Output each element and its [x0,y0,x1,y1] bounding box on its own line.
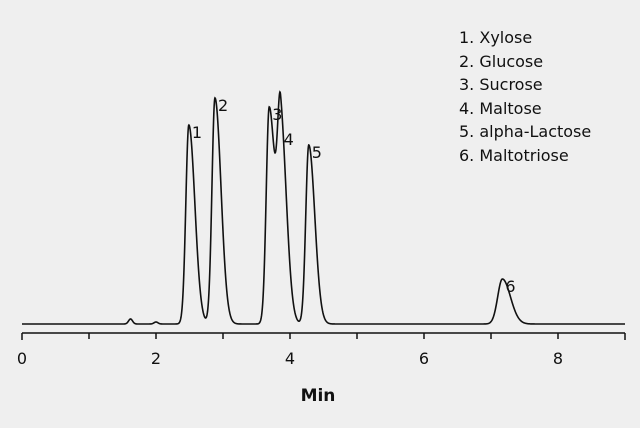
legend-item-glucose: 2. Glucose [459,51,544,71]
x-tick-label: 2 [151,349,161,368]
legend-item-xylose: 1. Xylose [459,28,533,47]
chromatogram-trace [22,90,625,325]
x-tick-label: 4 [285,349,295,368]
peak-label-1: 1 [192,123,202,142]
legend-item-alpha-lactose: 5. alpha-Lactose [459,122,592,141]
x-axis-label: Min [300,386,336,406]
legend-item-maltotriose: 6. Maltotriose [459,145,569,165]
x-tick-label: 0 [17,349,27,368]
peak-label-6: 6 [505,277,515,296]
legend-item-sucrose: 3. Sucrose [459,75,543,94]
peak-label-4: 4 [284,130,294,149]
peak-label-2: 2 [218,96,228,115]
peak-labels: 12 345 6 [192,96,516,296]
x-tick-label: 6 [419,349,429,368]
peak-label-5: 5 [312,143,322,162]
x-tick-label: 8 [553,349,563,368]
legend-item-maltose: 4. Maltose [459,98,542,118]
peak-label-3: 3 [272,105,282,124]
x-axis: 0 2 4 6 8 [17,332,626,368]
legend: 1. Xylose 2. Glucose 3. Sucrose 4. Malto… [459,26,591,167]
